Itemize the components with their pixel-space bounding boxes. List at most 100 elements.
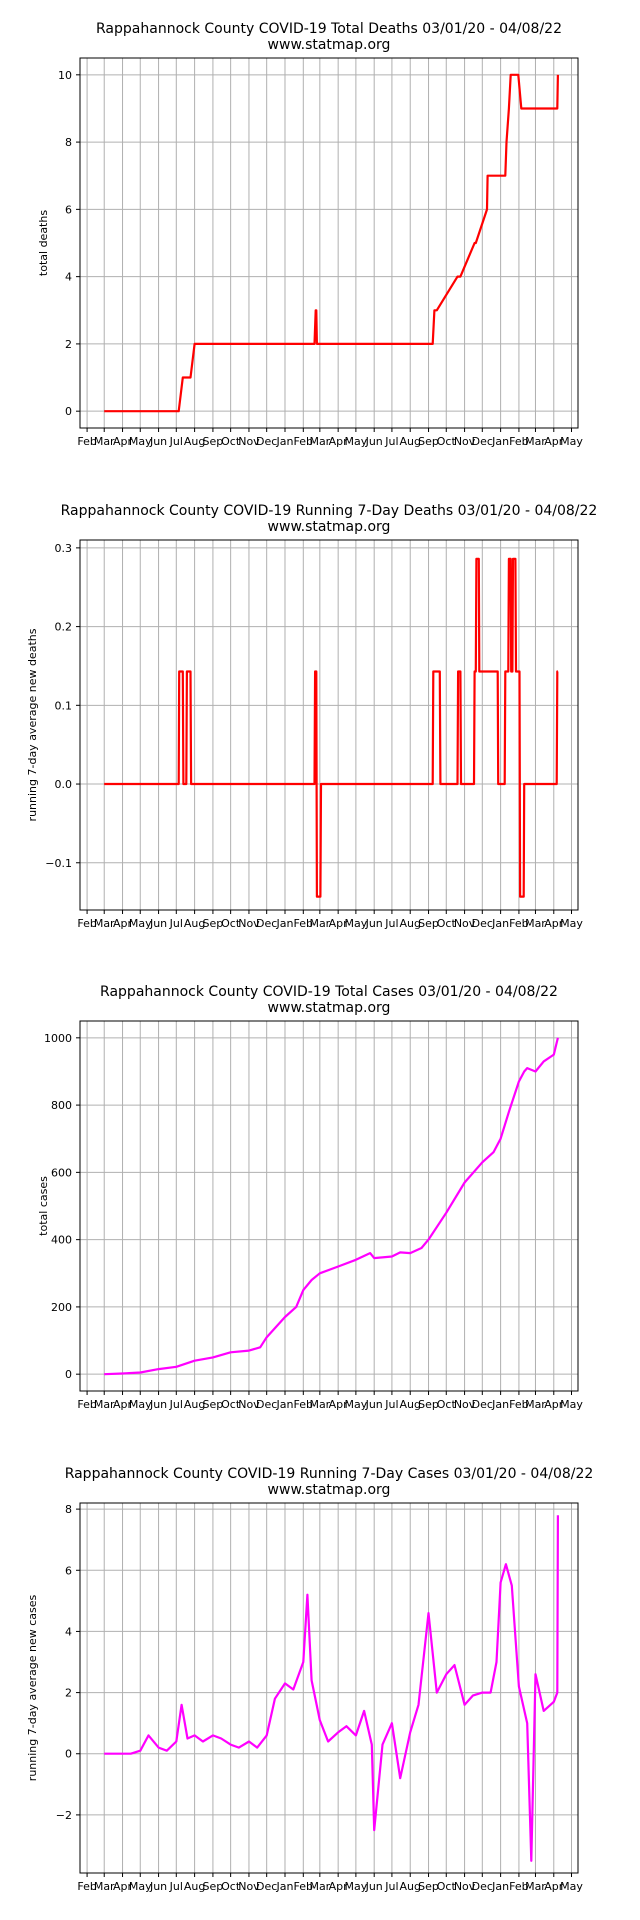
y-tick-label: 0.0 <box>55 778 73 791</box>
x-tick-label: Nov <box>238 435 260 448</box>
x-tick-label: Jul <box>169 1398 183 1411</box>
x-tick-label: May <box>560 1880 583 1893</box>
x-tick-label: Mar <box>309 435 330 448</box>
x-tick-label: Jul <box>384 435 398 448</box>
y-tick-label: 10 <box>58 69 72 82</box>
x-tick-label: Feb <box>77 1398 96 1411</box>
x-tick-label: Jan <box>491 1398 509 1411</box>
x-tick-label: Nov <box>454 1398 476 1411</box>
chart-subtitle: www.statmap.org <box>268 1482 391 1498</box>
x-tick-label: Feb <box>509 1398 528 1411</box>
x-tick-label: Sep <box>203 1398 224 1411</box>
y-tick-label: 1000 <box>44 1032 72 1045</box>
x-tick-label: Oct <box>437 1880 457 1893</box>
x-tick-label: Jul <box>384 1880 398 1893</box>
x-tick-label: Apr <box>329 917 349 930</box>
y-axis-label: total cases <box>37 1176 50 1236</box>
chart-2: Rappahannock County COVID-19 Running 7-D… <box>26 503 597 930</box>
chart-title: Rappahannock County COVID-19 Total Cases… <box>100 984 558 1000</box>
x-tick-label: Apr <box>329 435 349 448</box>
x-tick-label: Nov <box>238 1880 260 1893</box>
x-tick-label: May <box>129 1398 152 1411</box>
x-tick-label: Mar <box>309 1880 330 1893</box>
x-tick-label: Apr <box>544 917 564 930</box>
x-tick-label: Feb <box>77 917 96 930</box>
y-tick-label: −0.1 <box>45 857 72 870</box>
x-tick-label: Mar <box>94 435 115 448</box>
x-tick-label: May <box>560 1398 583 1411</box>
x-tick-label: May <box>560 435 583 448</box>
x-tick-label: Jul <box>384 1398 398 1411</box>
series-line <box>104 1515 560 1862</box>
x-tick-label: May <box>129 917 152 930</box>
x-tick-label: Mar <box>309 1398 330 1411</box>
x-tick-label: Aug <box>184 917 205 930</box>
series-line <box>104 557 559 898</box>
x-tick-label: Mar <box>525 435 546 448</box>
y-tick-label: 800 <box>51 1099 72 1112</box>
x-tick-label: Aug <box>399 435 420 448</box>
x-tick-label: Feb <box>294 435 313 448</box>
x-tick-label: Apr <box>544 435 564 448</box>
x-tick-label: Mar <box>94 1880 115 1893</box>
x-tick-label: Mar <box>94 917 115 930</box>
x-tick-label: May <box>345 917 368 930</box>
x-tick-label: Jul <box>169 435 183 448</box>
x-tick-label: Jan <box>276 435 294 448</box>
x-tick-label: Nov <box>238 917 260 930</box>
x-tick-label: Oct <box>221 917 241 930</box>
x-tick-label: Dec <box>256 917 277 930</box>
x-tick-label: Aug <box>399 1398 420 1411</box>
chart-3: Rappahannock County COVID-19 Total Cases… <box>37 984 583 1411</box>
x-tick-label: Dec <box>256 435 277 448</box>
x-tick-label: Dec <box>472 917 493 930</box>
x-tick-label: Jun <box>149 917 167 930</box>
x-tick-label: Feb <box>294 1880 313 1893</box>
x-tick-label: Jun <box>149 1398 167 1411</box>
x-tick-label: Oct <box>437 917 457 930</box>
x-tick-label: Apr <box>544 1880 564 1893</box>
x-tick-label: Jul <box>169 917 183 930</box>
x-tick-label: Dec <box>256 1398 277 1411</box>
y-tick-label: 0.1 <box>55 699 73 712</box>
x-tick-label: Jun <box>365 1880 383 1893</box>
x-tick-label: Sep <box>203 435 224 448</box>
x-tick-label: Apr <box>329 1398 349 1411</box>
x-tick-label: Sep <box>418 917 439 930</box>
y-tick-label: −2 <box>56 1809 72 1822</box>
x-tick-label: Aug <box>184 435 205 448</box>
x-tick-label: Mar <box>94 1398 115 1411</box>
x-tick-label: Feb <box>294 1398 313 1411</box>
x-tick-label: Jan <box>491 435 509 448</box>
y-tick-label: 8 <box>65 1503 72 1516</box>
y-axis-label: total deaths <box>37 210 50 276</box>
chart-title: Rappahannock County COVID-19 Running 7-D… <box>61 503 598 519</box>
x-tick-label: Apr <box>113 1398 133 1411</box>
x-tick-label: Mar <box>309 917 330 930</box>
x-tick-label: Nov <box>454 435 476 448</box>
y-tick-label: 0 <box>65 1748 72 1761</box>
x-tick-label: May <box>345 1398 368 1411</box>
x-tick-label: Apr <box>544 1398 564 1411</box>
x-tick-label: Jan <box>491 917 509 930</box>
x-tick-label: Sep <box>203 917 224 930</box>
y-tick-label: 2 <box>65 338 72 351</box>
x-tick-label: May <box>560 917 583 930</box>
x-tick-label: Oct <box>221 435 241 448</box>
y-axis-label: running 7-day average new cases <box>26 1595 39 1782</box>
chart-subtitle: www.statmap.org <box>268 37 391 53</box>
plot-frame <box>79 539 579 911</box>
x-tick-label: Aug <box>399 1880 420 1893</box>
y-tick-label: 4 <box>65 271 72 284</box>
y-tick-label: 0.3 <box>55 542 73 555</box>
x-tick-label: Mar <box>525 1880 546 1893</box>
series-line <box>104 1037 559 1376</box>
plot-frame <box>79 1020 579 1392</box>
x-tick-label: Feb <box>77 1880 96 1893</box>
x-tick-label: Dec <box>472 1880 493 1893</box>
x-tick-label: Oct <box>221 1398 241 1411</box>
x-tick-label: Sep <box>203 1880 224 1893</box>
x-tick-label: Jun <box>149 1880 167 1893</box>
x-tick-label: Jan <box>276 1398 294 1411</box>
